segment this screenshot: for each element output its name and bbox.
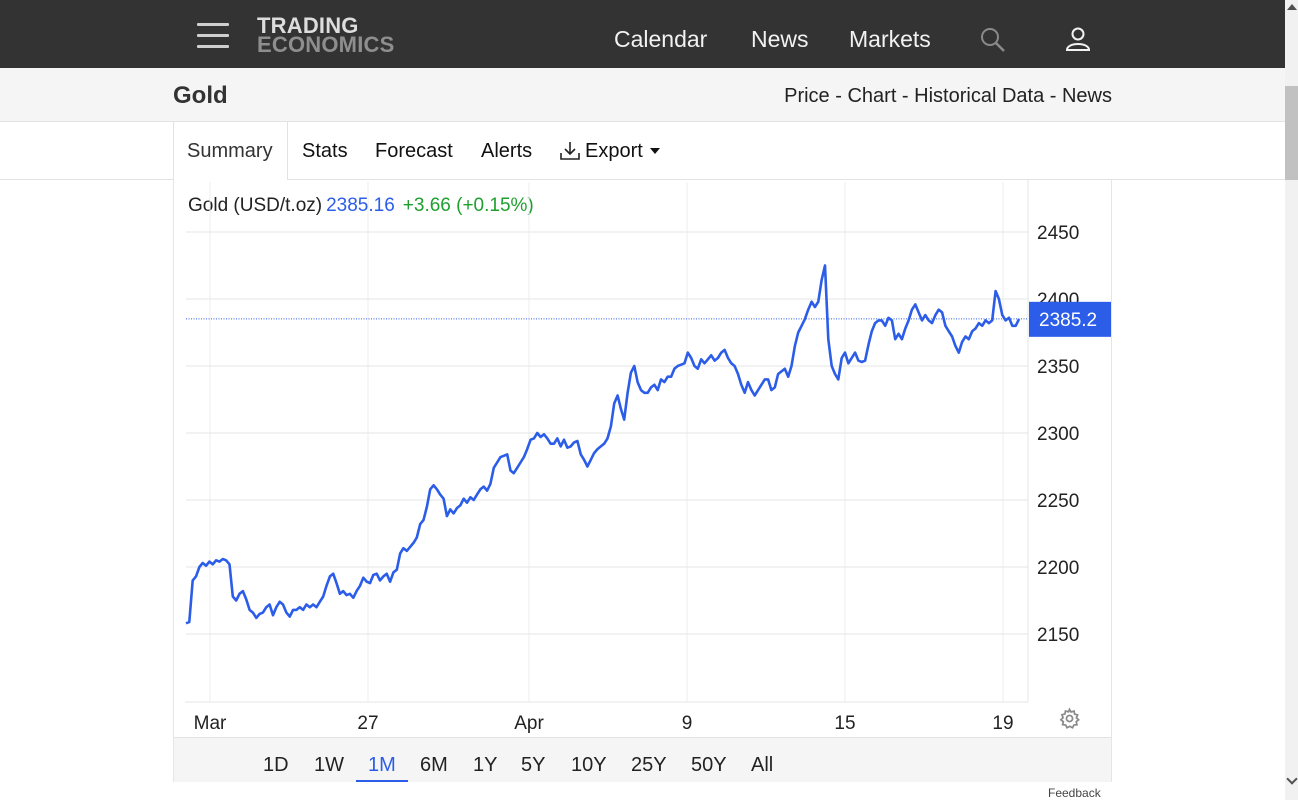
scroll-up-icon[interactable] xyxy=(1287,4,1297,10)
last-price: 2385.16 xyxy=(326,195,395,216)
crumb-chart[interactable]: Chart xyxy=(847,85,897,107)
chart-panel xyxy=(173,180,1112,782)
user-icon[interactable] xyxy=(1064,25,1092,53)
scrollbar-track[interactable] xyxy=(1285,0,1298,800)
range-button-1m[interactable]: 1M xyxy=(368,754,396,776)
tab-active-indicator xyxy=(173,122,288,181)
tab-stats[interactable]: Stats xyxy=(302,140,348,162)
tabs-row xyxy=(0,122,1285,180)
range-button-50y[interactable]: 50Y xyxy=(691,754,727,776)
crumb-separator: - xyxy=(896,85,915,107)
range-button-6m[interactable]: 6M xyxy=(420,754,448,776)
search-icon[interactable] xyxy=(979,26,1007,54)
tab-summary[interactable]: Summary xyxy=(187,140,273,162)
scrollbar-thumb[interactable] xyxy=(1285,86,1298,180)
chevron-down-icon[interactable] xyxy=(650,148,660,154)
crumb-separator: - xyxy=(1044,85,1062,107)
active-range-underline xyxy=(356,780,408,782)
crumb-separator: - xyxy=(829,85,848,107)
nav-calendar[interactable]: Calendar xyxy=(614,26,708,52)
breadcrumb: Price - Chart - Historical Data - News xyxy=(784,85,1112,108)
tab-forecast[interactable]: Forecast xyxy=(375,140,453,162)
range-button-1w[interactable]: 1W xyxy=(314,754,344,776)
range-selector xyxy=(174,737,1111,782)
nav-news[interactable]: News xyxy=(751,26,809,52)
tab-alerts[interactable]: Alerts xyxy=(481,140,533,162)
download-icon[interactable] xyxy=(559,141,581,161)
price-change: +3.66 (+0.15%) xyxy=(402,195,534,216)
quote-header: Gold (USD/t.oz) 2385.16 +3.66 (+0.15%) xyxy=(188,195,534,217)
site-logo[interactable]: TRADING ECONOMICS xyxy=(257,13,395,57)
instrument-name: Gold (USD/t.oz) xyxy=(188,195,323,216)
logo-line-2: ECONOMICS xyxy=(257,32,395,57)
logo-line-1: TRADING xyxy=(257,13,359,38)
feedback-link[interactable]: Feedback xyxy=(1048,786,1101,800)
crumb-price[interactable]: Price xyxy=(784,85,830,107)
menu-icon[interactable] xyxy=(197,23,229,49)
range-button-5y[interactable]: 5Y xyxy=(521,754,546,776)
range-button-25y[interactable]: 25Y xyxy=(631,754,667,776)
crumb-historical-data[interactable]: Historical Data xyxy=(914,85,1045,107)
gear-icon[interactable] xyxy=(1058,707,1081,730)
crumb-news[interactable]: News xyxy=(1061,85,1112,107)
page-title: Gold xyxy=(173,82,228,109)
range-button-1d[interactable]: 1D xyxy=(263,754,289,776)
title-bar xyxy=(0,68,1285,122)
nav-markets[interactable]: Markets xyxy=(849,26,931,52)
range-button-1y[interactable]: 1Y xyxy=(473,754,498,776)
range-button-all[interactable]: All xyxy=(751,754,774,776)
range-button-10y[interactable]: 10Y xyxy=(571,754,607,776)
tab-export[interactable]: Export xyxy=(585,140,643,162)
